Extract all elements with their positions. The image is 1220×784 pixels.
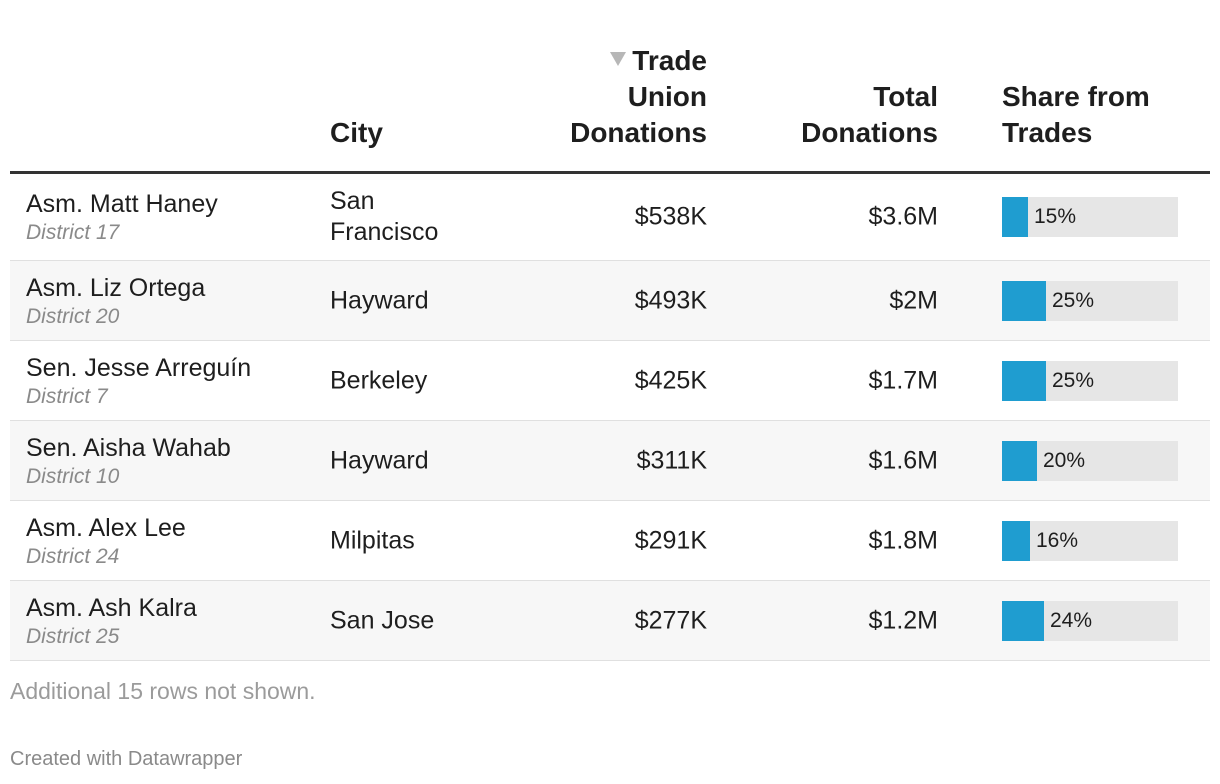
total-donations-cell: $1.7M [868, 366, 938, 394]
table-row: Asm. Matt Haney District 17 San Francisco $5… [10, 174, 1210, 261]
header-union-line-3: Donations [570, 117, 707, 148]
total-donations-cell: $1.6M [868, 446, 938, 474]
header-city[interactable]: City [330, 117, 383, 148]
data-table: City Trade Union Donations Total Donatio… [10, 0, 1210, 661]
table-row: Sen. Jesse Arreguín District 7 Berkeley $42… [10, 341, 1210, 421]
share-label: 16% [1036, 528, 1079, 552]
city-line-1: Hayward [330, 286, 429, 314]
city-cell: Hayward [330, 285, 500, 316]
legislator-cell: Asm. Liz Ortega District 20 [26, 273, 205, 329]
header-total-line-2: Donations [801, 117, 938, 148]
share-bar-track: 25% [1002, 280, 1178, 321]
trade-union-donations-cell: $425K [634, 366, 707, 394]
district-label: District 25 [26, 624, 120, 648]
trade-union-donations-cell: $277K [634, 606, 707, 634]
share-bar [1002, 600, 1044, 641]
city-cell: Hayward [330, 445, 500, 476]
sort-descending-icon [610, 52, 627, 66]
city-line-1: San [330, 187, 375, 215]
legislator-name: Asm. Matt Haney [26, 190, 218, 218]
total-donations-cell: $2M [889, 286, 938, 314]
share-bar-track: 24% [1002, 600, 1178, 641]
total-donations-cell: $3.6M [868, 202, 938, 231]
district-label: District 20 [26, 304, 120, 328]
city-cell: Berkeley [330, 365, 500, 396]
table-row: Sen. Aisha Wahab District 10 Hayward $311K $… [10, 421, 1210, 501]
legislator-cell: Asm. Alex Lee District 24 [26, 513, 186, 569]
header-share-line-2: Trades [1002, 117, 1093, 148]
legislator-cell: Sen. Aisha Wahab District 10 [26, 433, 231, 489]
share-bar-track: 16% [1002, 520, 1178, 561]
share-bar [1002, 440, 1037, 481]
share-label: 15% [1034, 205, 1077, 228]
share-bar-track: 20% [1002, 440, 1178, 481]
city-line-2: Francisco [330, 218, 439, 246]
table-header: City Trade Union Donations Total Donatio… [10, 0, 1210, 174]
share-label: 25% [1052, 288, 1095, 312]
header-union-line-1: Trade [632, 45, 707, 76]
legislator-name: Asm. Ash Kalra [26, 593, 197, 622]
table-notes: Additional 15 rows not shown. [10, 678, 316, 704]
share-label: 25% [1052, 368, 1095, 392]
table-body: Asm. Matt Haney District 17 San Francisco $5… [10, 174, 1210, 661]
city-cell: San Francisco [330, 186, 500, 248]
district-label: District 24 [26, 544, 120, 568]
legislator-cell: Sen. Jesse Arreguín District 7 [26, 353, 251, 409]
header-trade-union-donations[interactable]: Trade Union Donations [507, 43, 707, 151]
share-bar [1002, 197, 1028, 237]
trade-union-donations-cell: $291K [634, 526, 707, 554]
district-label: District 17 [26, 221, 120, 244]
table-row: Asm. Liz Ortega District 20 Hayward $493K $2… [10, 261, 1210, 341]
header-total-donations[interactable]: Total Donations [738, 79, 938, 151]
legislator-cell: Asm. Matt Haney District 17 [26, 189, 218, 245]
legislator-name: Asm. Alex Lee [26, 513, 186, 542]
legislator-name: Sen. Jesse Arreguín [26, 353, 252, 382]
city-line-1: Berkeley [330, 366, 428, 394]
district-label: District 10 [26, 464, 120, 488]
legislator-cell: Asm. Ash Kalra District 25 [26, 593, 197, 649]
trade-union-donations-cell: $538K [634, 202, 707, 231]
trade-union-donations-cell: $493K [634, 286, 707, 314]
share-bar-track: 15% [1002, 197, 1178, 237]
datawrapper-credit[interactable]: Created with Datawrapper [10, 748, 243, 770]
city-line-1: San Jose [330, 606, 435, 634]
share-bar [1002, 280, 1046, 321]
share-bar [1002, 360, 1046, 401]
header-union-line-2: Union [627, 81, 707, 112]
legislator-name: Asm. Liz Ortega [26, 273, 206, 302]
table-row: Asm. Alex Lee District 24 Milpitas $291K $1.… [10, 501, 1210, 581]
table-row: Asm. Ash Kalra District 25 San Jose $277K $1… [10, 581, 1210, 661]
header-share-line-1: Share from [1002, 81, 1150, 112]
city-line-1: Milpitas [330, 526, 415, 554]
total-donations-cell: $1.8M [868, 526, 938, 554]
share-label: 24% [1050, 608, 1093, 632]
share-bar-track: 25% [1002, 360, 1178, 401]
city-cell: Milpitas [330, 525, 500, 556]
trade-union-donations-cell: $311K [636, 446, 707, 474]
district-label: District 7 [26, 384, 108, 408]
share-bar [1002, 520, 1030, 561]
city-cell: San Jose [330, 605, 500, 636]
city-line-1: Hayward [330, 446, 429, 474]
header-total-line-1: Total [873, 81, 938, 112]
total-donations-cell: $1.2M [868, 606, 938, 634]
legislator-name: Sen. Aisha Wahab [26, 433, 231, 462]
header-share-from-trades[interactable]: Share from Trades [1002, 79, 1202, 151]
share-label: 20% [1043, 448, 1086, 472]
